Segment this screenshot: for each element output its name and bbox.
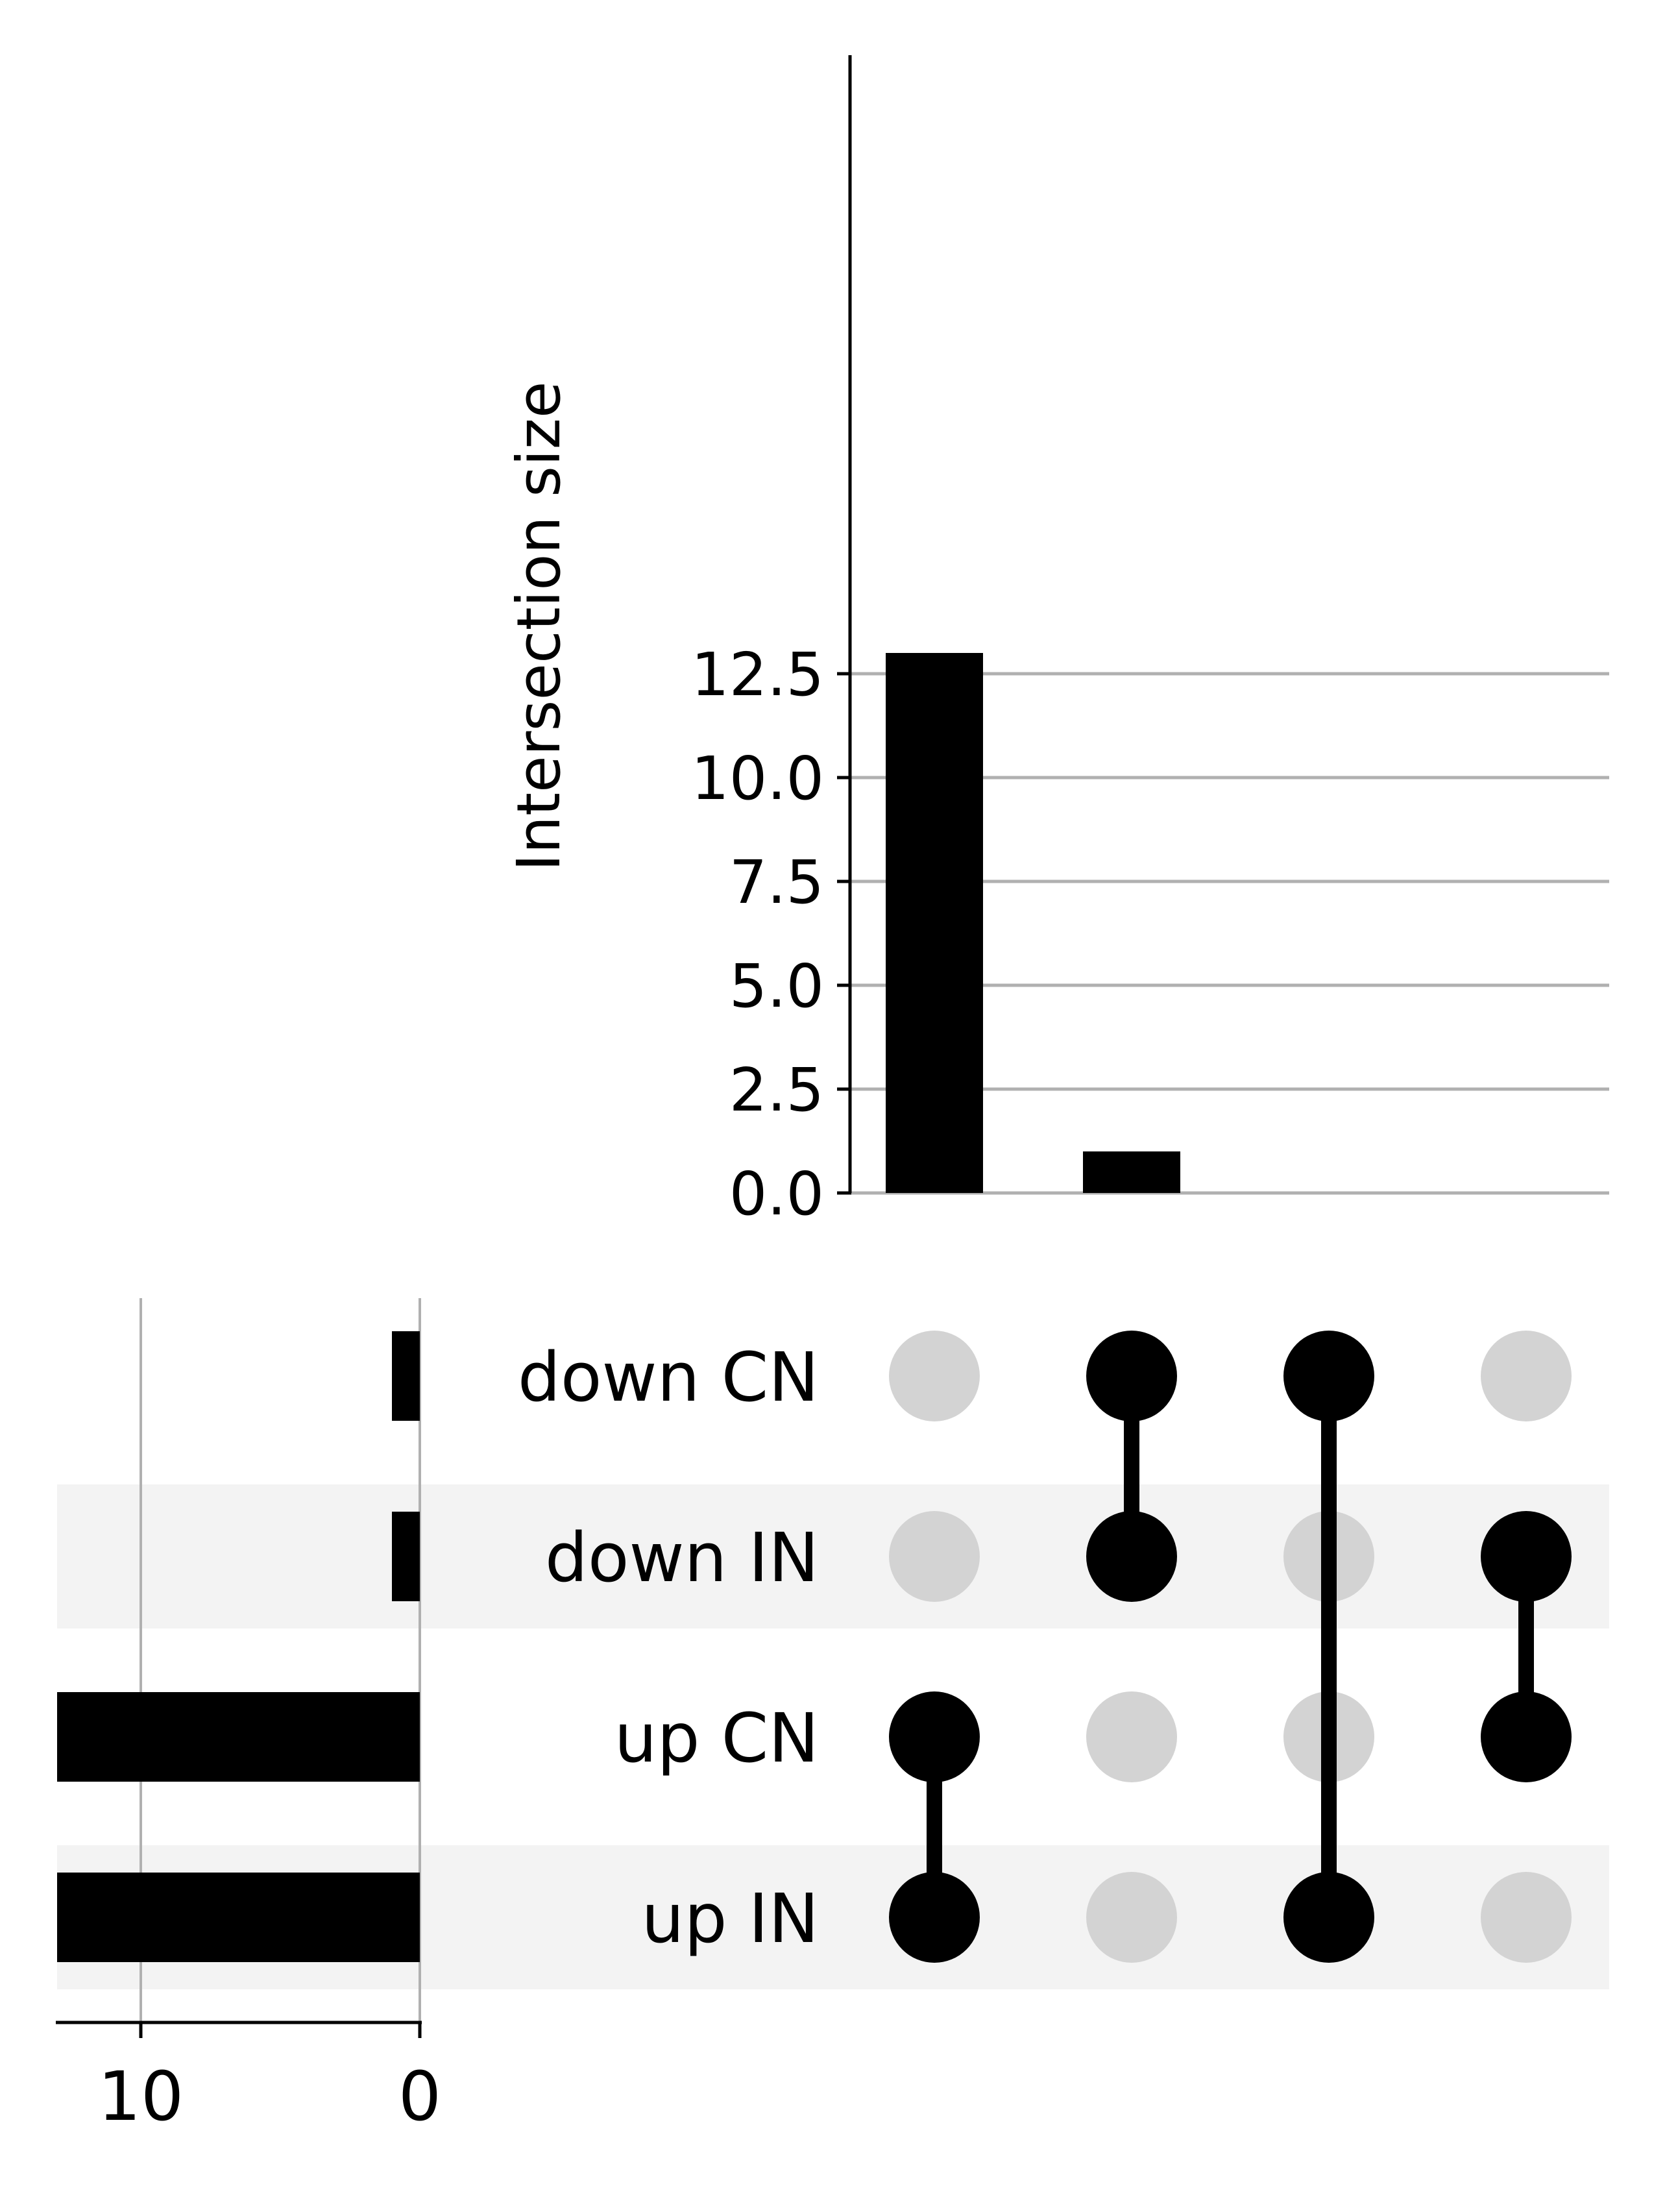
set-size-bar-up-in <box>57 1873 420 1962</box>
y-tick-label: 10.0 <box>691 744 824 813</box>
set-size-bar-up-cn <box>57 1692 420 1782</box>
matrix-dot-inactive <box>1086 1691 1177 1782</box>
set-size-tick-label: 0 <box>398 2057 441 2136</box>
matrix-dot-inactive <box>889 1331 980 1421</box>
matrix-dot-active <box>889 1691 980 1782</box>
matrix-dot-inactive <box>889 1511 980 1602</box>
set-size-tick-label: 10 <box>98 2057 184 2136</box>
matrix-dot-active <box>1283 1872 1374 1963</box>
set-label: up IN <box>642 1879 819 1958</box>
y-tick-label: 7.5 <box>729 848 824 917</box>
y-tick-label: 12.5 <box>691 640 824 709</box>
matrix-dot-inactive <box>1481 1872 1572 1963</box>
y-tick-label: 5.0 <box>729 952 824 1021</box>
set-label: down IN <box>545 1518 819 1597</box>
matrix-dot-active <box>1481 1511 1572 1602</box>
set-size-bars <box>57 1331 420 1962</box>
y-axis-title: Intersection size <box>504 382 574 872</box>
set-size-bar-down-cn <box>392 1331 420 1421</box>
intersection-bars <box>886 653 1180 1193</box>
set-label: down CN <box>518 1338 819 1417</box>
matrix-dot-inactive <box>1086 1872 1177 1963</box>
intersection-matrix <box>889 1331 1572 1963</box>
intersection-bar-2 <box>1083 1151 1180 1193</box>
matrix-dot-active <box>1283 1331 1374 1421</box>
matrix-dot-active <box>1086 1511 1177 1602</box>
matrix-dot-active <box>1086 1331 1177 1421</box>
axes <box>56 55 852 2038</box>
set-label: up CN <box>614 1699 819 1778</box>
matrix-dot-inactive <box>1481 1331 1572 1421</box>
set-size-bar-down-in <box>392 1512 420 1601</box>
y-tick-label: 0.0 <box>729 1159 824 1229</box>
labels: Intersection size 0.0 2.5 5.0 7.5 10.0 12.5 10… <box>98 382 824 2136</box>
intersection-bar-1 <box>886 653 983 1193</box>
matrix-dot-active <box>889 1872 980 1963</box>
y-tick-label: 2.5 <box>729 1055 824 1125</box>
matrix-dot-active <box>1481 1691 1572 1782</box>
row-shade-down-in <box>57 1484 1609 1628</box>
